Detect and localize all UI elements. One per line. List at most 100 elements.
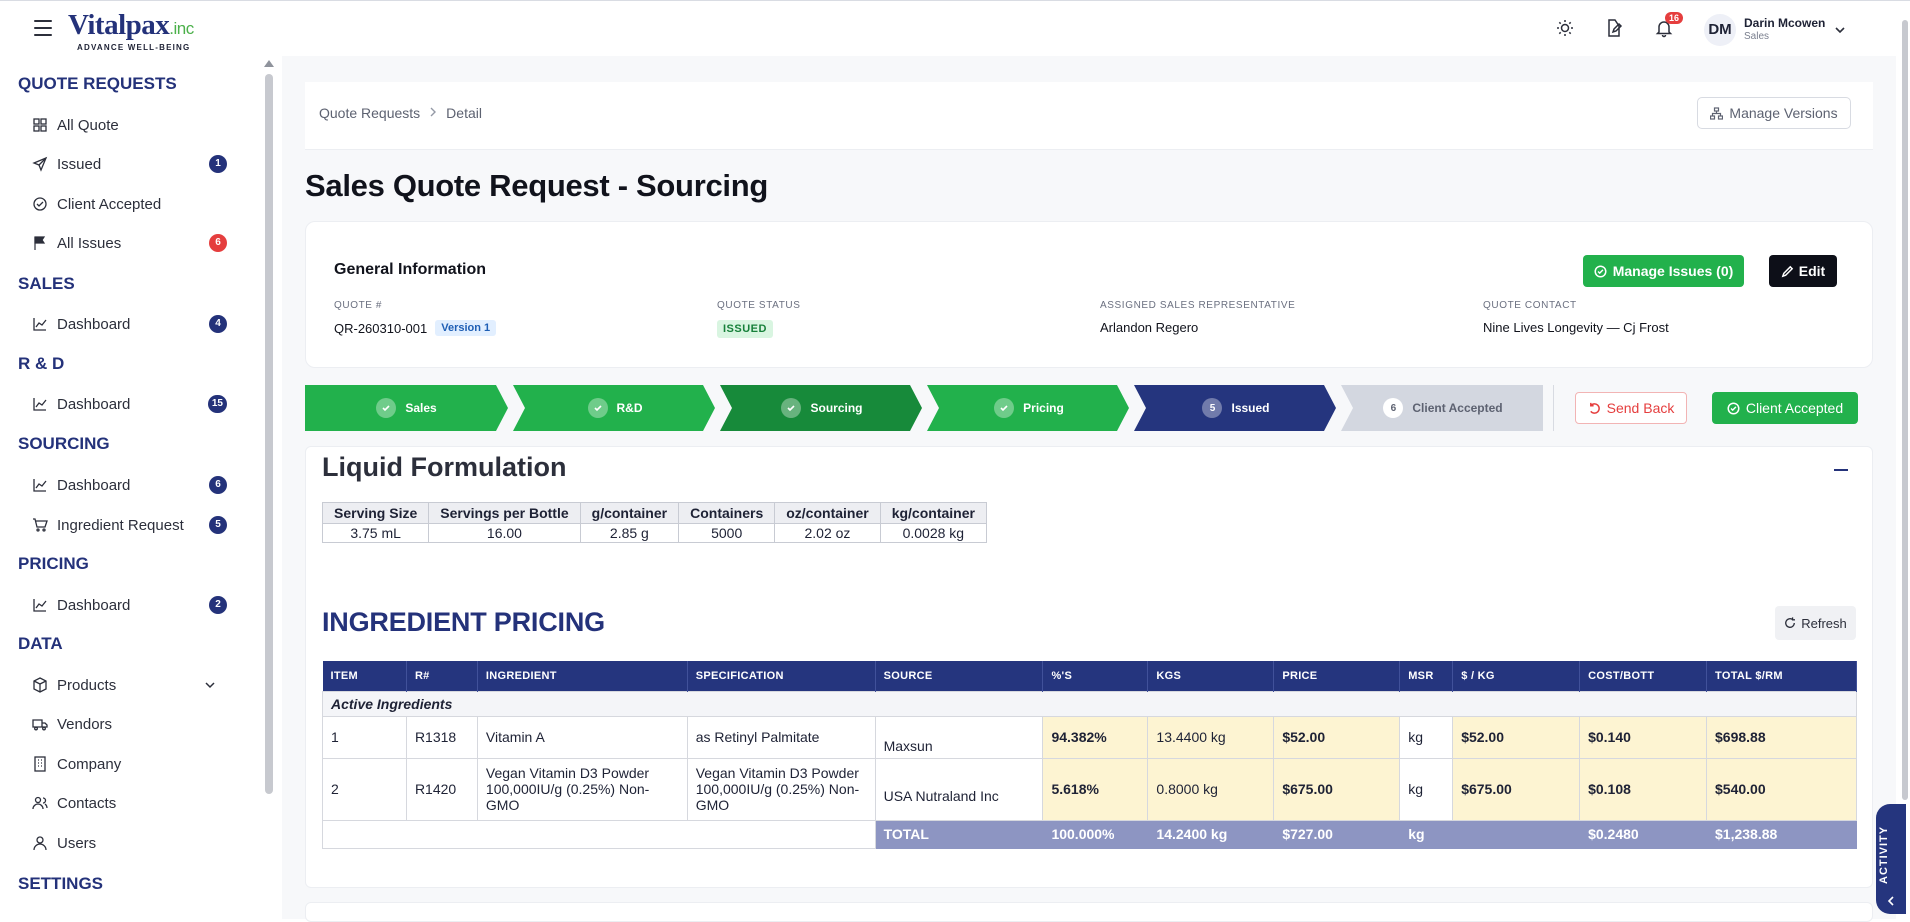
group-label: Active Ingredients — [322, 690, 1857, 717]
column-header: KGS — [1147, 661, 1275, 691]
cell-total: $698.88 — [1706, 715, 1857, 759]
flag-icon — [34, 236, 46, 250]
check-icon — [994, 398, 1015, 418]
activity-tab[interactable]: ACTIVITY — [1876, 804, 1906, 914]
step-sourcing[interactable]: Sourcing — [722, 385, 922, 431]
table-row[interactable]: 2 R1420 Vegan Vitamin D3 Powder 100,000I… — [322, 757, 1857, 821]
sales-rep-value: Arlandon Regero — [1100, 320, 1199, 335]
cell-percent[interactable]: 94.382% — [1042, 715, 1149, 759]
collapse-icon[interactable] — [1834, 469, 1848, 471]
sidebar-scroll-up-icon[interactable] — [264, 60, 274, 67]
cell-item: 2 — [322, 757, 407, 821]
count-badge: 6 — [209, 234, 227, 252]
page-scrollbar[interactable] — [1902, 20, 1908, 800]
total-price: $727.00 — [1273, 819, 1401, 849]
sidebar-section-rnd: R & D — [18, 354, 65, 373]
sun-icon[interactable] — [1555, 18, 1577, 40]
sales-rep-label: ASSIGNED SALES REPRESENTATIVE — [1100, 300, 1296, 311]
cell-item: 1 — [322, 715, 407, 759]
bell-icon[interactable]: 16 — [1654, 12, 1684, 40]
sidebar-item-ingredient-request[interactable]: Ingredient Request 5 — [32, 513, 227, 537]
sidebar-item-contacts[interactable]: Contacts — [32, 791, 227, 815]
users-icon — [32, 796, 48, 810]
sidebar-item-vendors[interactable]: Vendors — [32, 712, 227, 736]
sidebar-scrollbar[interactable] — [265, 74, 273, 794]
file-edit-icon[interactable] — [1604, 18, 1626, 40]
cell-ingredient: Vegan Vitamin D3 Powder 100,000IU/g (0.2… — [476, 757, 688, 821]
sidebar-item-pricing-dashboard[interactable]: Dashboard 2 — [32, 593, 227, 617]
serving-header-row: Serving Size Servings per Bottle g/conta… — [321, 502, 987, 524]
serving-cell: 5000 — [678, 523, 776, 543]
total-row: TOTAL 100.000% 14.2400 kg $727.00 kg $0.… — [322, 819, 1857, 849]
avatar[interactable]: DM — [1704, 14, 1736, 46]
step-label: R&D — [616, 401, 643, 415]
sidebar-item-sales-dashboard[interactable]: Dashboard 4 — [32, 312, 227, 336]
breadcrumb-root[interactable]: Quote Requests — [319, 105, 421, 121]
sidebar-item-issued[interactable]: Issued 1 — [32, 152, 227, 176]
manage-issues-button[interactable]: Manage Issues (0) — [1583, 255, 1744, 287]
step-sales-shape — [305, 385, 508, 431]
check-icon — [587, 398, 608, 418]
sidebar-item-label: Dashboard — [57, 476, 131, 494]
sidebar-item-rnd-dashboard[interactable]: Dashboard 15 — [32, 392, 227, 416]
column-header: SPECIFICATION — [687, 661, 876, 691]
count-badge: 6 — [209, 476, 227, 494]
table-row[interactable]: 1 R1318 Vitamin A as Retinyl Palmitate M… — [322, 715, 1857, 759]
step-label: Sourcing — [810, 401, 863, 415]
brand-logo[interactable]: Vitalpax.inc ADVANCE WELL-BEING — [68, 11, 194, 53]
ingredient-pricing-table: ITEM R# INGREDIENT SPECIFICATION SOURCE … — [322, 661, 1857, 849]
step-client-accepted[interactable]: 6 Client Accepted — [1343, 385, 1543, 431]
breadcrumb: Quote Requests Detail — [319, 105, 482, 121]
cell-source: Maxsun — [874, 715, 1044, 759]
send-back-button[interactable]: Send Back — [1575, 392, 1687, 424]
chevron-down-icon[interactable] — [1834, 23, 1846, 41]
step-rnd[interactable]: R&D — [515, 385, 715, 431]
sidebar-item-label: Vendors — [57, 715, 113, 733]
sidebar-item-label: Dashboard — [57, 395, 131, 413]
cell-percent[interactable]: 5.618% — [1042, 757, 1149, 821]
sidebar-item-sourcing-dashboard[interactable]: Dashboard 6 — [32, 473, 227, 497]
formulation-title: Liquid Formulation — [322, 452, 567, 482]
total-percent: 100.000% — [1042, 819, 1149, 849]
sidebar-section-pricing: PRICING — [18, 554, 89, 573]
total-blank — [322, 819, 876, 849]
column-header: COST/BOTT — [1579, 661, 1708, 691]
cell-source: USA Nutraland Inc — [874, 757, 1044, 821]
step-issued[interactable]: 5 Issued — [1136, 385, 1336, 431]
sidebar-item-users[interactable]: Users — [32, 831, 227, 855]
cell-price[interactable]: $675.00 — [1273, 757, 1401, 821]
total-msr: kg — [1399, 819, 1454, 849]
column-header: ITEM — [322, 661, 407, 691]
page-title: Sales Quote Request - Sourcing — [305, 168, 768, 203]
total-cost-per-bottle: $0.2480 — [1579, 819, 1708, 849]
sidebar-item-label: Client Accepted — [57, 195, 162, 213]
step-sales[interactable]: Sales — [305, 385, 508, 431]
sidebar-item-products[interactable]: Products — [32, 673, 227, 697]
step-pricing[interactable]: Pricing — [929, 385, 1129, 431]
chevron-down-icon[interactable] — [204, 679, 216, 691]
cell-total: $540.00 — [1706, 757, 1857, 821]
user-name[interactable]: Darin Mcowen — [1744, 16, 1826, 30]
chart-line-icon — [33, 398, 47, 411]
sidebar-item-all-quote[interactable]: All Quote — [32, 113, 227, 137]
manage-versions-button[interactable]: Manage Versions — [1697, 97, 1851, 129]
quote-status-label: QUOTE STATUS — [717, 300, 801, 311]
client-accepted-button[interactable]: Client Accepted — [1712, 392, 1858, 424]
cell-price[interactable]: $52.00 — [1273, 715, 1401, 759]
general-information-title: General Information — [334, 261, 487, 278]
chart-line-icon — [33, 599, 47, 612]
serving-header: Servings per Bottle — [428, 502, 581, 524]
refresh-button[interactable]: Refresh — [1775, 606, 1856, 640]
edit-button[interactable]: Edit — [1769, 255, 1837, 287]
sidebar-item-company[interactable]: Company — [32, 752, 227, 776]
sidebar-item-all-issues[interactable]: All Issues 6 — [32, 231, 227, 255]
hamburger-menu-icon[interactable] — [34, 20, 52, 36]
total-kgs: 14.2400 kg — [1147, 819, 1275, 849]
sidebar-item-client-accepted[interactable]: Client Accepted — [32, 192, 227, 216]
quote-number-label: QUOTE # — [334, 300, 383, 311]
check-circle-icon — [1727, 401, 1740, 415]
serving-header: Serving Size — [321, 502, 430, 524]
sidebar-item-label: Company — [57, 755, 122, 773]
cell-price-per-kg: $675.00 — [1452, 757, 1581, 821]
breadcrumb-bar — [305, 82, 1873, 150]
